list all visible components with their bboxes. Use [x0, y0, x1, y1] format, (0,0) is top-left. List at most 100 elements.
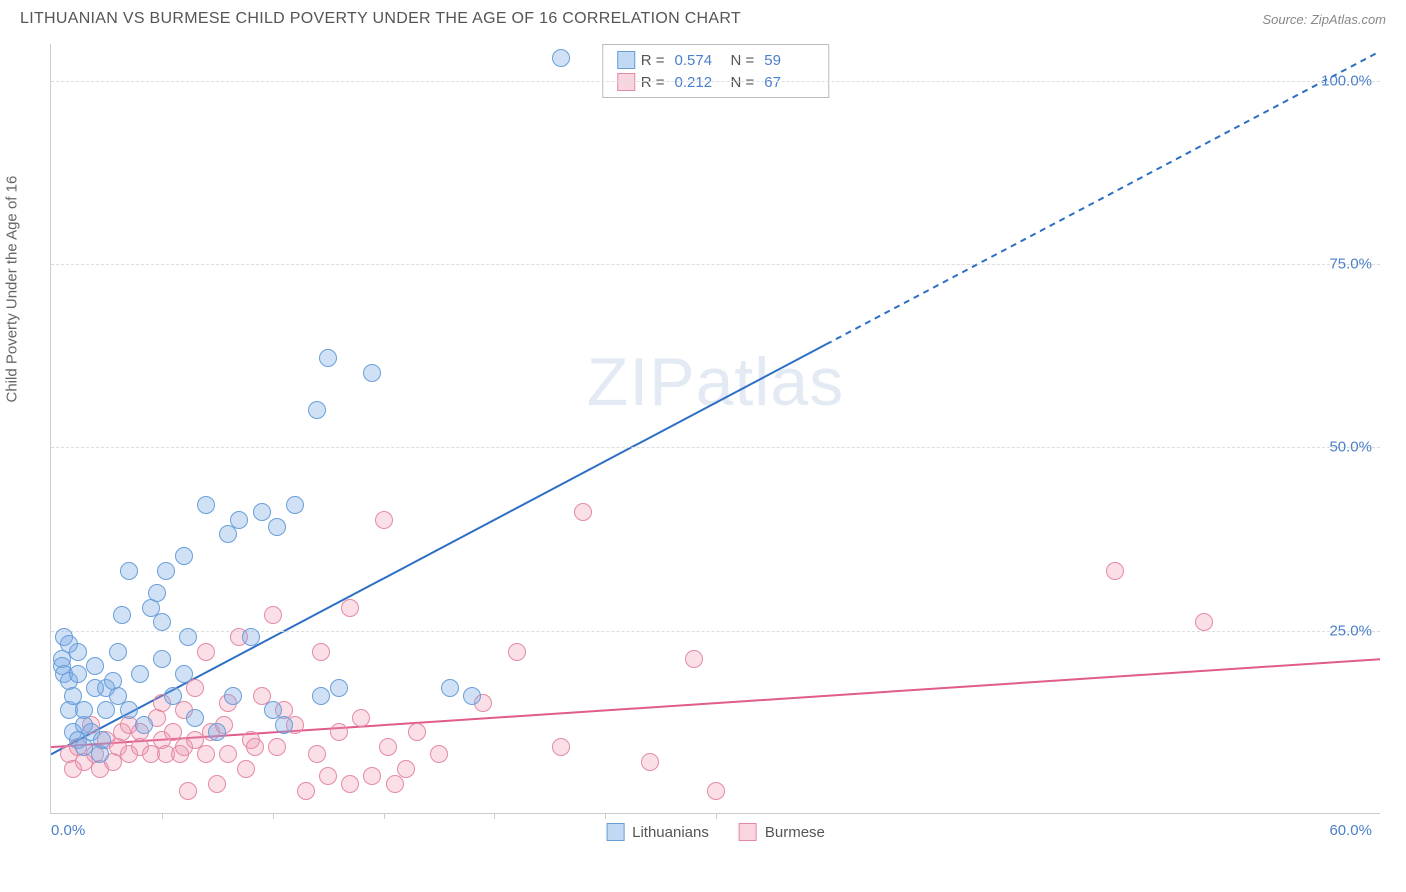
data-point: [319, 767, 337, 785]
data-point: [197, 496, 215, 514]
data-point: [379, 738, 397, 756]
data-point: [341, 599, 359, 617]
data-point: [135, 716, 153, 734]
data-point: [153, 613, 171, 631]
data-point: [1195, 613, 1213, 631]
data-point: [153, 650, 171, 668]
data-point: [685, 650, 703, 668]
data-point: [308, 745, 326, 763]
r-label: R =: [641, 74, 665, 91]
x-tick-mark: [605, 813, 606, 819]
y-axis-label: Child Poverty Under the Age of 16: [4, 176, 21, 403]
data-point: [179, 782, 197, 800]
data-point: [253, 503, 271, 521]
correlation-legend: R = 0.574 N = 59 R = 0.212 N = 67: [602, 44, 830, 98]
data-point: [219, 745, 237, 763]
data-point: [175, 547, 193, 565]
r-label: R =: [641, 52, 665, 69]
data-point: [441, 679, 459, 697]
trend-lines: [51, 44, 1380, 813]
data-point: [264, 606, 282, 624]
data-point: [230, 511, 248, 529]
series-legend: Lithuanians Burmese: [606, 823, 825, 841]
data-point: [574, 503, 592, 521]
data-point: [131, 665, 149, 683]
data-point: [164, 687, 182, 705]
gridline: [51, 264, 1380, 265]
data-point: [641, 753, 659, 771]
legend-item-burmese: Burmese: [739, 823, 825, 841]
data-point: [552, 49, 570, 67]
chart-title: LITHUANIAN VS BURMESE CHILD POVERTY UNDE…: [20, 10, 741, 28]
watermark-zip: ZIP: [587, 344, 696, 420]
data-point: [707, 782, 725, 800]
r-value-burm: 0.212: [675, 74, 725, 91]
n-label: N =: [731, 52, 755, 69]
y-tick-label: 75.0%: [1329, 256, 1372, 273]
data-point: [246, 738, 264, 756]
plot-area: ZIPatlas R = 0.574 N = 59 R = 0.212 N = …: [50, 44, 1380, 814]
data-point: [330, 679, 348, 697]
x-tick-mark: [273, 813, 274, 819]
data-point: [242, 628, 260, 646]
data-point: [268, 738, 286, 756]
y-tick-label: 50.0%: [1329, 439, 1372, 456]
watermark: ZIPatlas: [587, 343, 844, 421]
chart-header: LITHUANIAN VS BURMESE CHILD POVERTY UNDE…: [0, 0, 1406, 34]
data-point: [208, 775, 226, 793]
data-point: [352, 709, 370, 727]
data-point: [1106, 562, 1124, 580]
swatch-pink-icon: [617, 73, 635, 91]
data-point: [330, 723, 348, 741]
watermark-atlas: atlas: [696, 344, 845, 420]
data-point: [363, 767, 381, 785]
swatch-blue-icon: [617, 51, 635, 69]
y-tick-label: 25.0%: [1329, 622, 1372, 639]
data-point: [186, 679, 204, 697]
data-point: [286, 496, 304, 514]
data-point: [120, 562, 138, 580]
data-point: [148, 584, 166, 602]
n-label: N =: [731, 74, 755, 91]
data-point: [208, 723, 226, 741]
data-point: [219, 525, 237, 543]
data-point: [175, 665, 193, 683]
legend-item-lithuanians: Lithuanians: [606, 823, 709, 841]
n-value-lith: 59: [764, 52, 814, 69]
data-point: [312, 643, 330, 661]
chart-container: Child Poverty Under the Age of 16 ZIPatl…: [0, 34, 1406, 874]
data-point: [341, 775, 359, 793]
gridline: [51, 81, 1380, 82]
data-point: [86, 657, 104, 675]
trend-line: [826, 51, 1380, 344]
data-point: [275, 716, 293, 734]
data-point: [186, 709, 204, 727]
legend-row-burmese: R = 0.212 N = 67: [603, 71, 829, 93]
data-point: [179, 628, 197, 646]
data-point: [97, 701, 115, 719]
r-value-lith: 0.574: [675, 52, 725, 69]
data-point: [319, 349, 337, 367]
data-point: [430, 745, 448, 763]
data-point: [93, 731, 111, 749]
y-tick-label: 100.0%: [1321, 72, 1372, 89]
data-point: [363, 364, 381, 382]
data-point: [408, 723, 426, 741]
x-tick-mark: [494, 813, 495, 819]
swatch-blue-icon: [606, 823, 624, 841]
x-tick-left: 0.0%: [51, 822, 85, 839]
data-point: [237, 760, 255, 778]
data-point: [308, 401, 326, 419]
legend-label-burm: Burmese: [765, 824, 825, 841]
data-point: [268, 518, 286, 536]
data-point: [75, 701, 93, 719]
data-point: [312, 687, 330, 705]
data-point: [375, 511, 393, 529]
data-point: [297, 782, 315, 800]
x-tick-mark: [162, 813, 163, 819]
data-point: [197, 643, 215, 661]
n-value-burm: 67: [764, 74, 814, 91]
data-point: [386, 775, 404, 793]
data-point: [463, 687, 481, 705]
data-point: [69, 665, 87, 683]
